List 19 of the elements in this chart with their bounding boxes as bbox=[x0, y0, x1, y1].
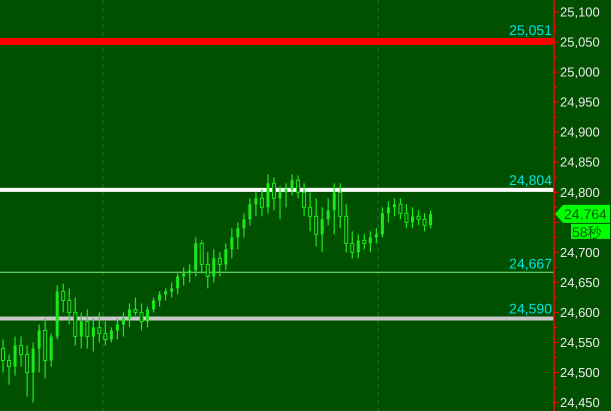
y-tick-label: 24,600 bbox=[560, 304, 600, 320]
ref-line-label: 24,667 bbox=[509, 256, 552, 272]
y-tick-label: 24,900 bbox=[560, 124, 600, 140]
y-tick-label: 24,950 bbox=[560, 94, 600, 110]
y-tick-label: 24,650 bbox=[560, 274, 600, 290]
y-tick-label: 24,500 bbox=[560, 365, 600, 380]
y-tick-label: 25,100 bbox=[560, 4, 600, 20]
y-tick-label: 24,700 bbox=[560, 244, 600, 260]
y-tick-label: 24,550 bbox=[560, 335, 600, 350]
y-tick-label: 24,450 bbox=[560, 395, 600, 410]
y-tick-label: 25,000 bbox=[560, 64, 600, 80]
text: 24,764 bbox=[564, 206, 608, 222]
text: 58秒 bbox=[572, 224, 602, 240]
ref-line-label: 24,804 bbox=[509, 172, 552, 188]
ref-line-label: 24,590 bbox=[509, 300, 552, 316]
y-tick-label: 24,800 bbox=[560, 184, 600, 200]
y-tick-label: 24,850 bbox=[560, 154, 600, 170]
ref-line-label: 25,051 bbox=[509, 22, 552, 38]
y-tick-label: 25,050 bbox=[560, 34, 600, 50]
